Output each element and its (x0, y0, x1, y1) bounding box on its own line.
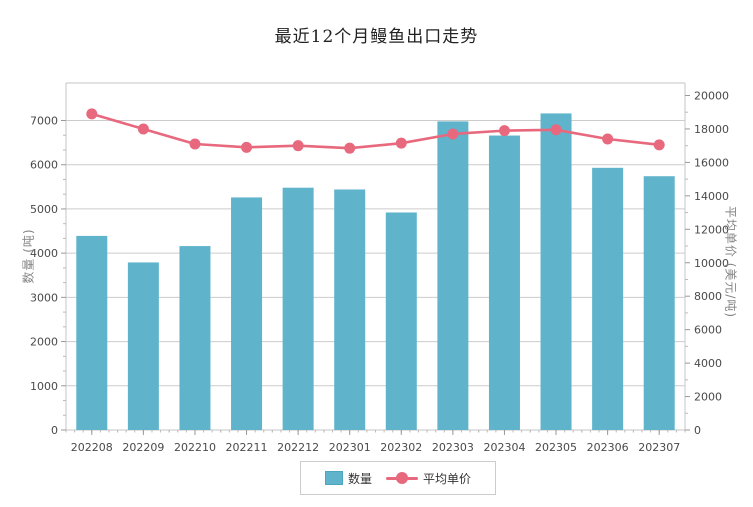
legend-item-price[interactable]: 平均单价 (386, 470, 471, 487)
y-axis-tick-label-left: 2000 (30, 336, 58, 349)
x-axis-tick-label: 202211 (226, 441, 268, 454)
line-point-202306[interactable] (602, 133, 614, 145)
y-axis-tick-label-left: 0 (51, 424, 58, 437)
x-axis-tick-label: 202210 (174, 441, 216, 454)
y-axis-tick-label-right: 16000 (694, 156, 729, 169)
legend: 数量 平均单价 (300, 461, 496, 495)
line-point-202302[interactable] (395, 137, 407, 149)
y-axis-tick-label-right: 10000 (694, 257, 729, 270)
x-axis-tick-label: 202208 (71, 441, 113, 454)
bar-swatch-icon (324, 471, 343, 485)
x-axis-tick-label: 202301 (329, 441, 371, 454)
bar-202307[interactable] (643, 176, 675, 430)
legend-label-price: 平均单价 (423, 471, 472, 486)
x-axis-tick-label: 202212 (277, 441, 319, 454)
y-axis-tick-label-left: 1000 (30, 380, 58, 393)
y-axis-tick-label-right: 6000 (694, 324, 722, 337)
y-axis-tick-label-left: 7000 (30, 115, 58, 128)
chart-title: 最近12个月鳗鱼出口走势 (274, 27, 479, 47)
line-point-202307[interactable] (653, 139, 665, 151)
bar-202306[interactable] (592, 167, 624, 431)
x-axis-tick-label: 202209 (122, 441, 164, 454)
bar-202303[interactable] (437, 121, 469, 431)
y-axis-title-left: 数量 (吨) (21, 228, 36, 284)
line-point-202303[interactable] (447, 128, 459, 140)
y-axis-tick-label-right: 0 (694, 424, 701, 437)
y-axis-tick-label-left: 3000 (30, 291, 58, 304)
bar-202210[interactable] (179, 246, 211, 430)
bar-202211[interactable] (231, 197, 263, 430)
y-axis-tick-label-left: 4000 (30, 247, 58, 260)
line-point-202304[interactable] (498, 125, 510, 137)
line-point-202208[interactable] (86, 108, 98, 120)
y-axis-title-right: 平均单价 (美元/吨) (723, 205, 738, 319)
y-axis-tick-label-right: 2000 (694, 391, 722, 404)
y-axis-tick-label-right: 8000 (694, 290, 722, 303)
x-axis-tick-label: 202307 (638, 441, 680, 454)
x-axis-tick-label: 202302 (380, 441, 422, 454)
legend-item-quantity[interactable]: 数量 (324, 470, 372, 487)
bar-202301[interactable] (334, 189, 366, 430)
y-axis-tick-label-right: 14000 (694, 190, 729, 203)
y-axis-tick-label-right: 4000 (694, 357, 722, 370)
line-point-202301[interactable] (344, 142, 356, 154)
line-point-202210[interactable] (189, 138, 201, 150)
x-axis-tick-label: 202306 (587, 441, 629, 454)
price-line (91, 112, 660, 150)
x-axis-tick-label: 202304 (483, 441, 525, 454)
bar-202208[interactable] (76, 235, 108, 430)
line-point-202305[interactable] (550, 124, 562, 136)
y-axis-tick-label-right: 12000 (694, 223, 729, 236)
y-axis-tick-label-right: 18000 (694, 123, 729, 136)
bar-202209[interactable] (127, 262, 159, 430)
line-dot-icon (386, 472, 418, 484)
x-axis-tick-label: 202303 (432, 441, 474, 454)
bar-202305[interactable] (540, 113, 572, 430)
legend-label-quantity: 数量 (347, 471, 372, 486)
y-axis-tick-label-right: 20000 (694, 90, 729, 103)
bar-202304[interactable] (488, 135, 520, 431)
bar-202212[interactable] (282, 187, 314, 430)
line-point-202212[interactable] (292, 140, 304, 152)
y-axis-tick-label-left: 6000 (30, 159, 58, 172)
bar-202302[interactable] (385, 212, 417, 430)
line-point-202211[interactable] (241, 141, 253, 153)
y-axis-tick-label-left: 5000 (30, 203, 58, 216)
x-axis-tick-label: 202305 (535, 441, 577, 454)
line-point-202209[interactable] (137, 123, 149, 135)
